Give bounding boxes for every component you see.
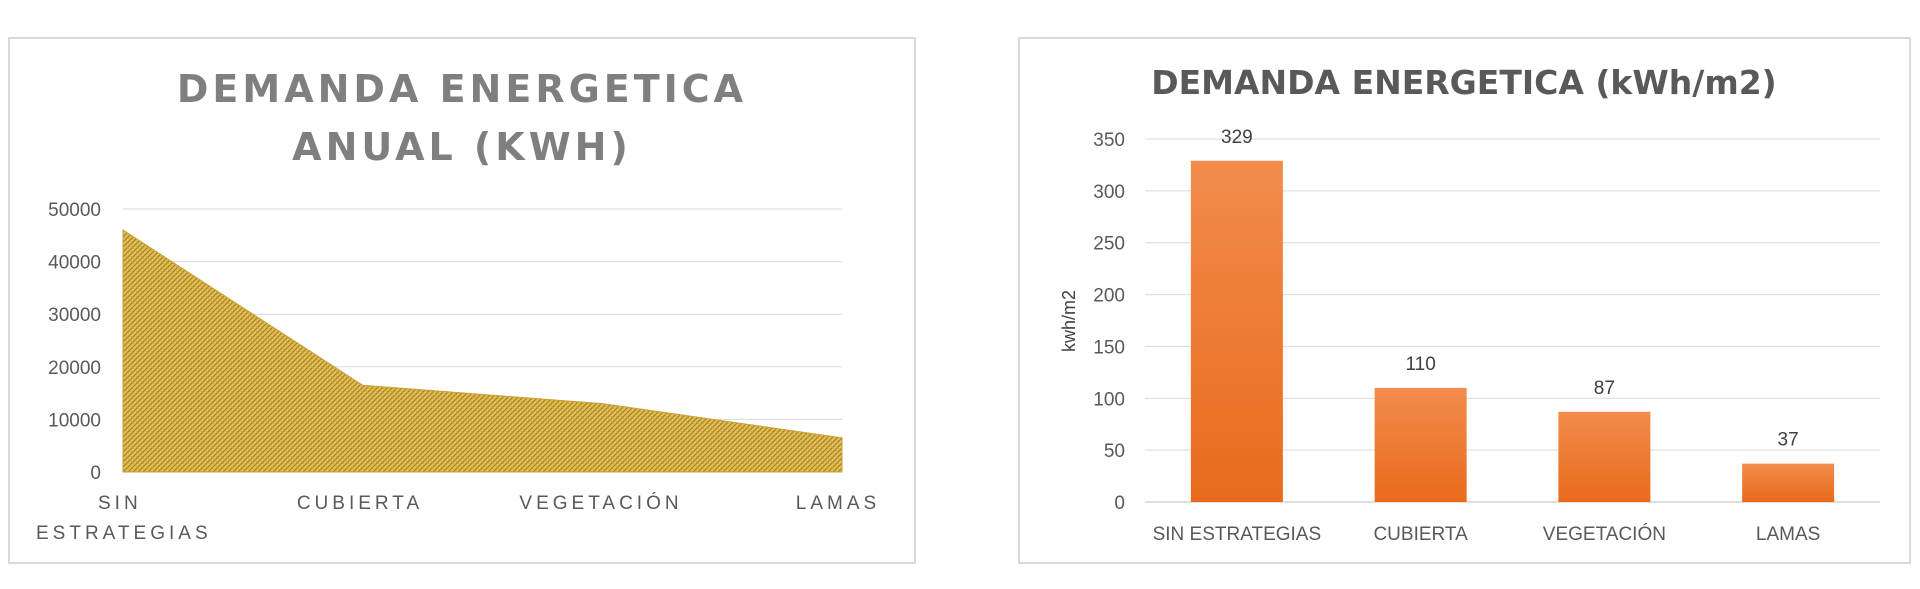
chart2-y-tick-label: 300 xyxy=(1093,182,1125,203)
chart1-y-tick-label: 0 xyxy=(90,463,101,484)
chart1-y-tick-label: 20000 xyxy=(48,358,101,379)
chart1-x-label-sin: SIN xyxy=(98,493,142,514)
chart1-x-label-lamas: LAMAS xyxy=(796,493,880,514)
chart1-y-tick-label: 40000 xyxy=(48,253,101,274)
chart2-y-tick-label: 100 xyxy=(1093,389,1125,410)
chart2-y-tick-label: 200 xyxy=(1093,286,1125,307)
chart2-data-label: 110 xyxy=(1405,354,1435,375)
chart2-bar xyxy=(1558,411,1651,502)
chart1-area-series xyxy=(122,229,843,473)
chart1-y-tick-label: 30000 xyxy=(48,305,101,326)
chart2-y-tick-label: 50 xyxy=(1104,441,1125,462)
chart2-y-tick-label: 250 xyxy=(1093,234,1125,255)
chart1-y-tick-label: 50000 xyxy=(48,200,101,221)
chart2-title: DEMANDA ENERGETICA (kWh/m2) xyxy=(1151,63,1777,102)
chart2-data-label: 329 xyxy=(1221,127,1253,148)
chart2-bar xyxy=(1742,463,1835,502)
chart1-x-label-estrategias: ESTRATEGIAS xyxy=(36,523,212,544)
chart2-x-tick-label: CUBIERTA xyxy=(1373,524,1468,545)
chart1-y-tick-label: 10000 xyxy=(48,410,101,431)
chart2-x-tick-label: VEGETACIÓN xyxy=(1543,523,1666,545)
chart2-bar xyxy=(1190,160,1283,502)
chart2-y-tick-label: 150 xyxy=(1093,337,1125,358)
chart2-y-axis-label: kwh/m2 xyxy=(1059,290,1079,352)
chart1-x-label-cubierta: CUBIERTA xyxy=(297,493,423,514)
chart1-x-label-vegetacion: VEGETACIÓN xyxy=(519,492,682,514)
chart2-y-tick-label: 0 xyxy=(1114,493,1125,514)
chart2-x-tick-label: LAMAS xyxy=(1756,524,1820,545)
chart2-y-tick-label: 350 xyxy=(1093,130,1125,151)
chart1-title-line1: DEMANDA ENERGETICA xyxy=(177,67,747,111)
chart2-x-tick-label: SIN ESTRATEGIAS xyxy=(1153,524,1322,545)
chart2-data-label: 87 xyxy=(1594,378,1615,399)
chart1-title-line2: ANUAL (KWH) xyxy=(292,125,632,169)
chart2-bar xyxy=(1374,387,1467,502)
chart2-data-label: 37 xyxy=(1778,430,1799,451)
